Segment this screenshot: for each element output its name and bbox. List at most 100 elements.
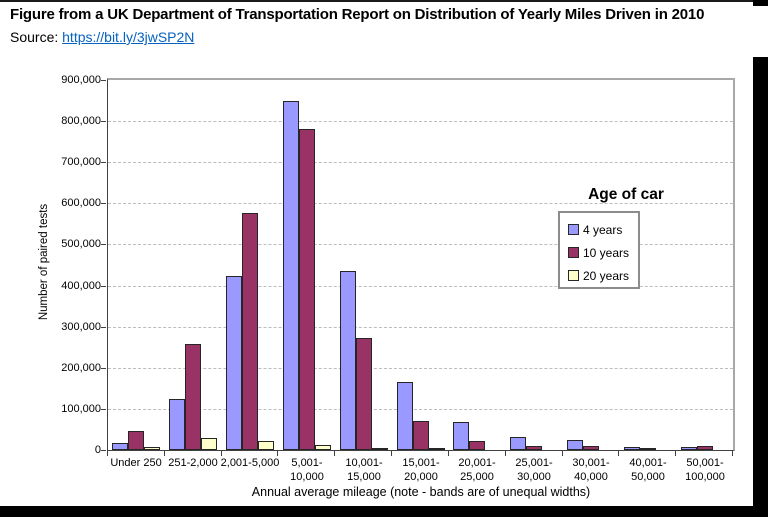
bar-4-years-6 — [397, 382, 413, 450]
bar-4-years-2 — [169, 399, 185, 450]
x-category-label: 10,001- 15,000 — [345, 457, 383, 483]
gridline — [108, 285, 733, 287]
x-tick — [164, 450, 165, 456]
bar-20-years-2 — [201, 438, 217, 450]
y-tick — [101, 121, 106, 122]
bar-4-years-11 — [681, 447, 697, 450]
y-tick-label: 600,000 — [61, 197, 101, 209]
x-category-label: 5,001- 10,000 — [290, 457, 324, 483]
x-tick — [675, 450, 676, 456]
x-tick — [448, 450, 449, 456]
legend-label: 20 years — [583, 268, 630, 283]
gridline — [108, 203, 733, 205]
bar-10-years-1 — [128, 431, 144, 450]
bar-20-years-5 — [372, 448, 388, 450]
legend: 4 years 10 years 20 years — [558, 211, 640, 289]
bar-20-years-6 — [429, 448, 445, 450]
y-tick — [101, 286, 106, 287]
y-tick — [101, 450, 106, 451]
x-category-label: 50,001- 100,000 — [685, 457, 725, 483]
gridline — [108, 326, 733, 328]
legend-swatch-icon — [568, 270, 579, 281]
bar-10-years-9 — [583, 446, 599, 450]
y-tick-label: 300,000 — [61, 321, 101, 333]
bar-10-years-7 — [469, 441, 485, 450]
y-tick-label: 500,000 — [61, 238, 101, 250]
x-tick — [618, 450, 619, 456]
frame-top-right-block — [753, 0, 768, 6]
x-tick — [391, 450, 392, 456]
x-tick — [732, 450, 733, 456]
legend-entry: 10 years — [568, 241, 638, 264]
source-label: Source: — [10, 29, 59, 45]
gridline — [108, 367, 733, 369]
x-tick — [277, 450, 278, 456]
page-title: Figure from a UK Department of Transport… — [10, 6, 705, 23]
x-category-label: 25,001- 30,000 — [515, 457, 553, 483]
bar-4-years-9 — [567, 440, 583, 450]
x-category-label: 251-2,000 — [168, 457, 218, 469]
legend-label: 10 years — [583, 245, 630, 260]
gridline — [108, 408, 733, 410]
y-tick — [101, 368, 106, 369]
x-category-label: 20,001- 25,000 — [458, 457, 496, 483]
y-tick-label: 100,000 — [61, 403, 101, 415]
y-tick — [101, 244, 106, 245]
bar-4-years-3 — [226, 276, 242, 450]
x-tick — [221, 450, 222, 456]
y-tick-label: 400,000 — [61, 280, 101, 292]
x-tick — [562, 450, 563, 456]
y-tick-label: 700,000 — [61, 156, 101, 168]
bar-10-years-11 — [697, 446, 713, 450]
source-line: Source: https://bit.ly/3jwSP2N — [10, 29, 194, 45]
bar-20-years-3 — [258, 441, 274, 450]
frame-bottom-bar — [0, 506, 768, 517]
y-tick — [101, 409, 106, 410]
y-tick — [101, 80, 106, 81]
gridline — [108, 162, 733, 164]
x-category-label: 40,001- 50,000 — [629, 457, 667, 483]
y-tick-label: 0 — [94, 444, 101, 456]
bar-10-years-6 — [413, 421, 429, 450]
frame-right-bar — [753, 57, 768, 517]
bar-4-years-5 — [340, 271, 356, 450]
source-link[interactable]: https://bit.ly/3jwSP2N — [62, 29, 195, 45]
x-category-label: Under 250 — [110, 457, 162, 469]
frame-top-bar — [0, 0, 768, 2]
bar-10-years-4 — [299, 129, 315, 450]
bar-10-years-3 — [242, 213, 258, 450]
legend-title: Age of car — [588, 186, 664, 203]
bar-4-years-4 — [283, 101, 299, 450]
y-tick-label: 900,000 — [61, 74, 101, 86]
y-tick — [101, 203, 106, 204]
bar-4-years-10 — [624, 447, 640, 450]
bar-4-years-1 — [112, 443, 128, 450]
x-category-label: 2,001-5,000 — [220, 457, 280, 469]
bar-10-years-8 — [526, 446, 542, 450]
legend-swatch-icon — [568, 247, 579, 258]
y-tick — [101, 162, 106, 163]
y-tick-label: 200,000 — [61, 362, 101, 374]
y-tick — [101, 327, 106, 328]
gridline — [108, 244, 733, 246]
legend-entry: 20 years — [568, 264, 638, 287]
legend-label: 4 years — [583, 222, 623, 237]
bar-20-years-4 — [315, 445, 331, 450]
bar-4-years-7 — [453, 422, 469, 450]
x-tick — [334, 450, 335, 456]
bar-10-years-2 — [185, 344, 201, 450]
legend-entry: 4 years — [568, 218, 638, 241]
legend-swatch-icon — [568, 224, 579, 235]
bar-20-years-1 — [144, 447, 160, 450]
bar-10-years-10 — [640, 448, 656, 450]
y-tick-label: 800,000 — [61, 115, 101, 127]
bar-4-years-8 — [510, 437, 526, 450]
x-axis-title: Annual average mileage (note - bands are… — [251, 485, 591, 499]
x-category-label: 15,001- 20,000 — [402, 457, 440, 483]
x-tick — [107, 450, 108, 456]
x-category-label: 30,001- 40,000 — [572, 457, 610, 483]
plot-area — [107, 78, 735, 451]
x-tick — [505, 450, 506, 456]
